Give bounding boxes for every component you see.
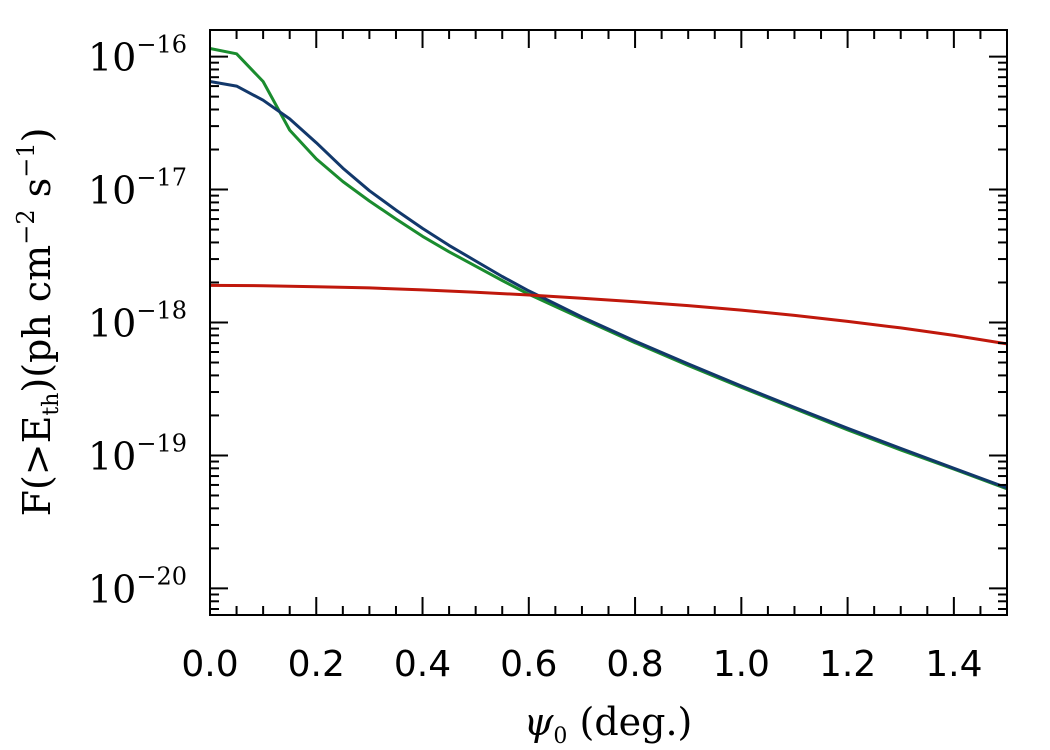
y-tick-label: 10−16 (88, 31, 187, 80)
series-line-3 (209, 283, 1008, 346)
y-axis-label: F(>Eth)(ph cm−2 s−1) (12, 128, 64, 517)
x-tick-label: 0.8 (606, 644, 663, 685)
y-tick-labels: 10−16 10−17 10−18 10−19 10−20 (88, 31, 187, 612)
plot-frame (209, 29, 1008, 616)
x-tick-label: 0.4 (394, 644, 451, 685)
y-tick-label: 10−17 (88, 164, 187, 213)
x-tick-label: 0.0 (181, 644, 238, 685)
series-line-2 (209, 80, 1008, 490)
x-tick-label: 1.2 (819, 644, 876, 685)
series-line-1 (209, 47, 1008, 491)
x-tick-labels: 0.0 0.2 0.4 0.6 0.8 1.0 1.2 1.4 (181, 644, 982, 685)
y-tick-label: 10−18 (88, 297, 187, 346)
tick-layer (209, 30, 1008, 615)
x-tick-label: 0.6 (500, 644, 557, 685)
series-layer (209, 47, 1008, 491)
y-tick-label: 10−20 (88, 562, 187, 611)
x-tick-label: 1.4 (925, 644, 982, 685)
x-tick-label: 0.2 (288, 644, 345, 685)
x-axis-label: ψ0 (deg.) (524, 700, 693, 749)
x-tick-label: 1.0 (713, 644, 770, 685)
y-tick-label: 10−19 (88, 429, 187, 478)
